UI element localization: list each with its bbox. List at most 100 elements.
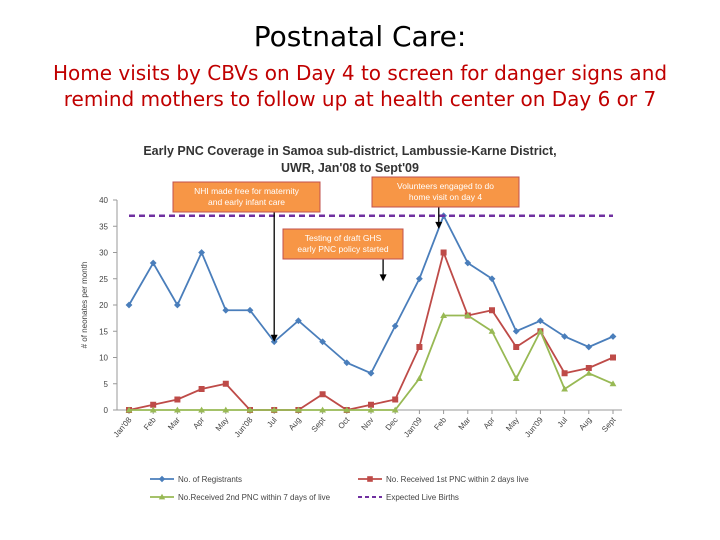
series-1-point (174, 396, 181, 403)
annotation-box (371, 176, 520, 208)
y-tick-label: 20 (99, 301, 108, 310)
series-0-point (246, 306, 254, 314)
series-2-point (561, 385, 568, 392)
x-tick-label: Jan'08 (112, 415, 134, 439)
series-1-point (610, 354, 616, 361)
legend-label: No. of Registrants (178, 475, 242, 484)
series-0-point (149, 259, 157, 267)
y-tick-label: 0 (104, 406, 109, 415)
series-2-point (319, 406, 326, 413)
series-1-point (585, 365, 592, 371)
y-axis-label: # of neonates per month (80, 262, 89, 349)
series-2-point (270, 406, 278, 413)
series-2-point (174, 406, 181, 413)
series-0-point (295, 317, 302, 325)
legend-label: No.Received 2nd PNC within 7 days of liv… (178, 493, 331, 502)
x-tick-label: Sept (600, 415, 618, 434)
series-2-point (440, 312, 447, 319)
series-2-point (512, 375, 520, 382)
series-0-point (488, 275, 496, 283)
series-0-point (609, 333, 617, 340)
series-0-point (198, 249, 205, 256)
series-0-point (367, 369, 375, 377)
series-0-point (464, 259, 472, 267)
slide-title: Postnatal Care: (253, 20, 467, 53)
series-2-point (149, 406, 157, 413)
annotation-arrowhead (435, 221, 443, 229)
series-0-point (222, 306, 230, 314)
x-tick-label: Feb (432, 415, 448, 432)
y-tick-label: 10 (99, 354, 108, 363)
annotation-arrowhead (379, 274, 387, 282)
annotation-text: home visit on day 4 (409, 192, 483, 202)
legend-label: No. Received 1st PNC within 2 days live (386, 475, 529, 484)
series-2-point (464, 312, 472, 319)
y-tick-label: 5 (104, 380, 109, 389)
series-1-point (392, 396, 399, 403)
series-2-point (585, 369, 593, 376)
series-2-point (609, 380, 617, 387)
x-tick-label: Apr (482, 415, 497, 431)
legend-label: Expected Live Births (386, 493, 459, 502)
series-1-point (368, 401, 374, 408)
series-2-point (295, 406, 302, 413)
series-1-point (150, 401, 157, 408)
annotation-text: NHI made free for maternity (194, 186, 300, 196)
legend-marker (158, 475, 166, 483)
series-1-point (513, 344, 520, 350)
x-tick-label: Mar (457, 415, 473, 432)
series-2-point (537, 327, 544, 334)
series-1-point (222, 380, 229, 387)
series-0-point (561, 333, 568, 340)
annotation-box (172, 181, 321, 213)
x-tick-label: Feb (142, 415, 158, 432)
x-tick-label: Mar (166, 415, 182, 432)
series-0-point (512, 327, 520, 335)
series-2-point (222, 406, 230, 413)
series-2-point (125, 406, 133, 413)
annotation-text: and early infant care (208, 197, 285, 207)
series-0-point (416, 275, 423, 283)
series-2-point (391, 406, 399, 413)
x-tick-label: Aug (577, 416, 593, 433)
series-0-point (391, 322, 399, 330)
series-1-point (440, 249, 447, 256)
series-0-point (537, 317, 544, 325)
x-tick-label: Dec (384, 416, 400, 433)
y-tick-label: 25 (99, 275, 108, 284)
annotation-text: Testing of draft GHS (305, 233, 382, 243)
x-tick-label: Sept (310, 415, 328, 434)
series-2-point (367, 406, 375, 413)
slide-subtitle: Home visits by CBVs on Day 4 to screen f… (10, 60, 710, 112)
series-2-point (416, 375, 423, 382)
series-0-point (174, 301, 181, 309)
series-2-point (246, 406, 254, 413)
series-1-point (319, 391, 326, 398)
series-1-point (416, 344, 423, 350)
y-tick-label: 40 (99, 196, 108, 205)
series-1-point (561, 370, 568, 377)
series-0-point (343, 359, 351, 367)
y-tick-label: 30 (99, 249, 108, 258)
x-tick-label: Jun'09 (523, 415, 545, 439)
x-tick-label: Nov (359, 416, 375, 433)
x-tick-label: May (214, 416, 231, 433)
series-0-point (585, 343, 593, 351)
annotation-text: Volunteers engaged to do (397, 181, 494, 191)
annotation-text: early PNC policy started (297, 244, 388, 254)
chart-title-line: UWR, Jan'08 to Sept'09 (281, 161, 419, 175)
subtitle-line-2: remind mothers to follow up at health ce… (63, 87, 657, 111)
x-tick-label: Aug (287, 416, 303, 433)
chart-title-line: Early PNC Coverage in Samoa sub-district… (143, 144, 556, 158)
series-0-point (125, 301, 133, 309)
annotation-arrowhead (270, 334, 278, 342)
x-tick-label: Jun'08 (233, 415, 255, 439)
x-tick-label: Jul (265, 415, 279, 429)
x-tick-label: Apr (191, 415, 206, 431)
y-tick-label: 15 (99, 327, 108, 336)
x-tick-label: Jul (556, 415, 570, 429)
y-tick-label: 35 (99, 222, 108, 231)
series-2-point (343, 406, 351, 413)
series-1-point (489, 307, 495, 314)
